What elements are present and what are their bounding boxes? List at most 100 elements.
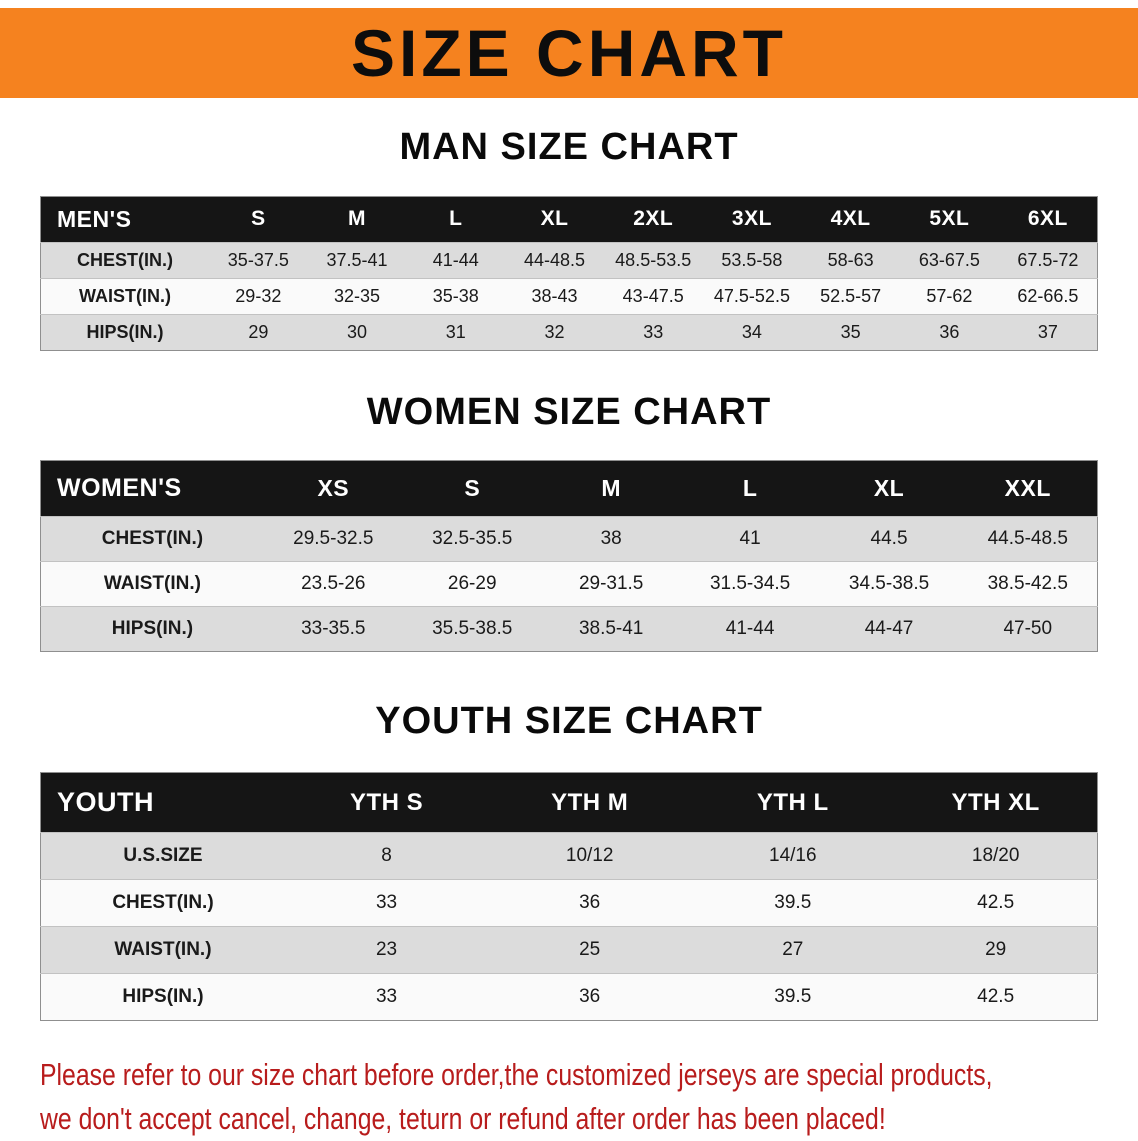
men-size-header-4xl: 4XL xyxy=(801,196,900,243)
men-size-header-5xl: 5XL xyxy=(900,196,999,243)
size-value: 41-44 xyxy=(432,249,479,270)
size-value: 41 xyxy=(739,528,761,550)
men-size-header-3xl: 3XL xyxy=(702,196,802,243)
size-chart-title: SIZE CHART xyxy=(351,16,787,90)
row-label: CHEST(IN.) xyxy=(76,249,173,270)
row-label: WAIST(IN.) xyxy=(114,939,212,961)
women-size-header-s: S xyxy=(402,460,542,517)
row-label: CHEST(IN.) xyxy=(101,528,204,550)
size-value: 37 xyxy=(1037,321,1058,342)
size-value: 34 xyxy=(741,321,762,342)
row-label: HIPS(IN.) xyxy=(111,618,194,640)
men-size-section: MAN SIZE CHART MEN'S S M L XL 2XL 3XL 4XL 5XL 6XL… xyxy=(0,126,1138,351)
size-value: 43-47.5 xyxy=(622,285,684,306)
women-measure-row: WAIST(IN.) 23.5-26 26-29 29-31.5 31.5-34.5 34… xyxy=(40,561,1098,607)
size-value: 32-35 xyxy=(334,285,381,306)
size-value: 18/20 xyxy=(971,845,1020,867)
size-chart-page: SIZE CHART MAN SIZE CHART MEN'S S M L XL 2XL 3… xyxy=(0,8,1138,1141)
size-value: 47.5-52.5 xyxy=(713,285,790,306)
size-value: 29 xyxy=(985,939,1007,961)
size-value: 36 xyxy=(579,892,601,914)
youth-table-header-row: YOUTH YTH S YTH M YTH L YTH XL xyxy=(40,772,1098,833)
size-chart-banner: SIZE CHART xyxy=(0,8,1138,98)
women-table-title: WOMEN'S xyxy=(40,460,264,517)
size-value: 33 xyxy=(643,321,664,342)
size-value: 48.5-53.5 xyxy=(615,249,692,270)
size-value: 38.5-42.5 xyxy=(987,573,1068,595)
size-value: 23 xyxy=(375,939,398,961)
men-size-header-2xl: 2XL xyxy=(603,196,703,243)
size-value: 29-31.5 xyxy=(578,573,644,595)
row-label: U.S.SIZE xyxy=(123,845,203,867)
women-size-header-xl: XL xyxy=(819,460,959,517)
men-size-header-m: M xyxy=(307,196,407,243)
men-measure-row: HIPS(IN.) 29 30 31 32 33 34 35 36 37 xyxy=(40,314,1098,351)
size-value: 67.5-72 xyxy=(1017,249,1079,270)
size-value: 25 xyxy=(579,939,601,961)
women-table-wrap: WOMEN'S XS S M L XL XXL CHEST(IN.) 29.5-32.5 32.5… xyxy=(40,460,1098,653)
size-value: 41-44 xyxy=(725,618,775,640)
youth-size-header-yth-s: YTH S xyxy=(284,772,489,833)
size-value: 38-43 xyxy=(531,285,578,306)
size-value: 35-38 xyxy=(432,285,479,306)
size-value: 39.5 xyxy=(774,986,812,1008)
row-label: HIPS(IN.) xyxy=(122,986,204,1008)
size-value: 31 xyxy=(445,321,466,342)
size-value: 29 xyxy=(248,321,269,342)
size-value: 42.5 xyxy=(977,986,1015,1008)
women-size-header-xs: XS xyxy=(263,460,403,517)
women-size-section: WOMEN SIZE CHART WOMEN'S XS S M L XL XXL CHEST(… xyxy=(0,391,1138,653)
size-value: 39.5 xyxy=(774,892,812,914)
size-value: 38 xyxy=(600,528,622,550)
size-value: 44-48.5 xyxy=(523,249,586,270)
size-value: 53.5-58 xyxy=(721,249,783,270)
size-value: 26-29 xyxy=(447,573,497,595)
row-label: CHEST(IN.) xyxy=(112,892,214,914)
women-table-header-row: WOMEN'S XS S M L XL XXL xyxy=(40,460,1098,517)
size-value: 42.5 xyxy=(977,892,1015,914)
youth-table-wrap: YOUTH YTH S YTH M YTH L YTH XL U.S.SIZE 8 10/12… xyxy=(40,772,1098,1022)
youth-size-section: YOUTH SIZE CHART YOUTH YTH S YTH M YTH L YTH… xyxy=(0,700,1138,1022)
size-value: 10/12 xyxy=(565,845,614,867)
size-value: 14/16 xyxy=(769,845,817,867)
youth-size-heading: YOUTH SIZE CHART xyxy=(375,700,763,743)
men-size-header-xl: XL xyxy=(505,196,604,243)
size-value: 30 xyxy=(347,321,368,342)
men-table-wrap: MEN'S S M L XL 2XL 3XL 4XL 5XL 6XL CHEST(IN.) 35-37… xyxy=(40,195,1098,351)
order-notice-line-2: we don't accept cancel, change, teturn o… xyxy=(40,1101,886,1137)
order-notice-line-1: Please refer to our size chart before or… xyxy=(40,1057,993,1093)
youth-measure-row: WAIST(IN.) 23 25 27 29 xyxy=(40,926,1098,974)
women-size-heading: WOMEN SIZE CHART xyxy=(366,390,772,433)
size-value: 29.5-32.5 xyxy=(293,528,374,550)
size-value: 27 xyxy=(782,939,804,961)
size-value: 29-32 xyxy=(235,285,282,306)
women-size-table: WOMEN'S XS S M L XL XXL CHEST(IN.) 29.5-32.5 32.5… xyxy=(40,460,1098,653)
size-value: 52.5-57 xyxy=(820,285,882,306)
youth-size-header-yth-m: YTH M xyxy=(488,772,692,833)
men-size-header-6xl: 6XL xyxy=(998,196,1098,243)
men-size-heading: MAN SIZE CHART xyxy=(399,126,739,168)
youth-measure-row: CHEST(IN.) 33 36 39.5 42.5 xyxy=(40,879,1098,927)
men-size-header-s: S xyxy=(208,196,308,243)
row-label: WAIST(IN.) xyxy=(78,285,171,306)
size-value: 62-66.5 xyxy=(1017,285,1079,306)
size-value: 33 xyxy=(375,892,398,914)
size-value: 8 xyxy=(381,845,392,867)
women-measure-row: CHEST(IN.) 29.5-32.5 32.5-35.5 38 41 44.5 44.5… xyxy=(40,516,1098,562)
size-value: 31.5-34.5 xyxy=(709,573,791,595)
size-value: 44-47 xyxy=(864,618,914,640)
men-measure-row: CHEST(IN.) 35-37.5 37.5-41 41-44 44-48.5 48.5… xyxy=(40,242,1098,279)
size-value: 32.5-35.5 xyxy=(432,528,513,550)
size-value: 35.5-38.5 xyxy=(432,618,513,640)
women-measure-row: HIPS(IN.) 33-35.5 35.5-38.5 38.5-41 41-44 44-… xyxy=(40,606,1098,652)
men-table-title: MEN'S xyxy=(40,196,209,243)
size-value: 33-35.5 xyxy=(301,618,366,640)
size-value: 35-37.5 xyxy=(227,249,289,270)
size-value: 38.5-41 xyxy=(578,618,644,640)
size-value: 33 xyxy=(375,986,398,1008)
size-value: 35 xyxy=(840,321,861,342)
row-label: HIPS(IN.) xyxy=(86,321,164,342)
size-value: 36 xyxy=(939,321,960,342)
women-size-header-l: L xyxy=(680,460,820,517)
row-label: WAIST(IN.) xyxy=(103,573,201,595)
